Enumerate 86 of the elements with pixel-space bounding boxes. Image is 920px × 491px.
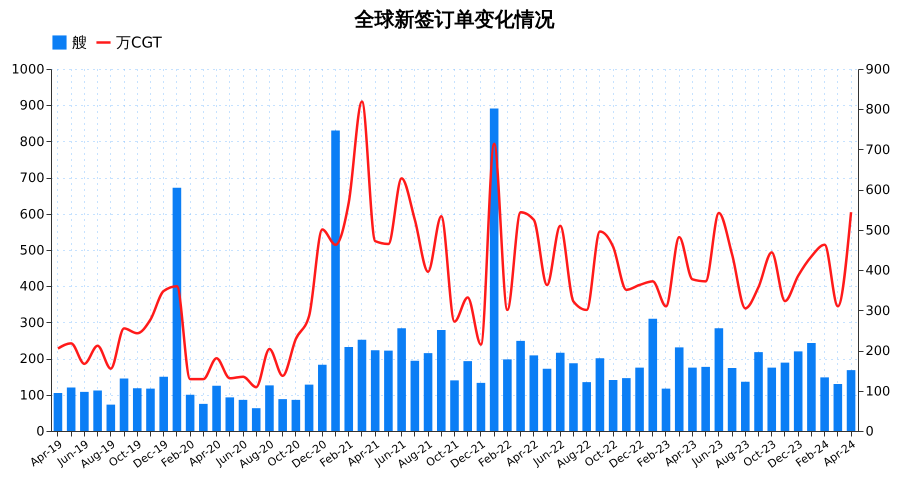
- y-tick-label: 700: [20, 171, 44, 186]
- chart-title: 全球新签订单变化情况: [354, 7, 556, 31]
- y-tick-label: 600: [20, 207, 44, 222]
- bar: [252, 408, 261, 431]
- bar: [556, 352, 565, 431]
- bar: [530, 355, 538, 431]
- bar: [172, 188, 182, 431]
- y-tick-label: 200: [20, 352, 44, 368]
- bar: [820, 377, 829, 431]
- bar: [265, 385, 274, 431]
- bar: [146, 388, 155, 431]
- bar: [516, 340, 525, 431]
- bar: [186, 394, 194, 431]
- y-tick-label: 400: [20, 280, 44, 295]
- y-tick-label: 0: [36, 424, 44, 440]
- y2-tick-label: 100: [866, 384, 890, 400]
- y2-tick-label: 300: [866, 304, 890, 319]
- bar: [54, 392, 62, 431]
- bar: [807, 343, 816, 431]
- bar: [608, 380, 618, 431]
- bar: [318, 364, 327, 431]
- y2-tick-label: 500: [866, 223, 890, 238]
- bar: [476, 382, 486, 431]
- line-series: [56, 100, 852, 388]
- bar: [331, 130, 340, 431]
- bar: [714, 328, 724, 431]
- bar: [701, 366, 710, 431]
- bar: [384, 350, 393, 431]
- y-tick-label: 900: [20, 98, 44, 114]
- bar: [106, 404, 116, 431]
- bar: [450, 380, 459, 431]
- bar: [635, 368, 644, 431]
- bar: [542, 368, 552, 431]
- bar: [212, 386, 221, 431]
- bar: [199, 404, 208, 431]
- bar: [767, 368, 776, 431]
- bar: [728, 368, 736, 431]
- bar: [410, 360, 420, 431]
- bar: [662, 388, 670, 431]
- bar: [754, 352, 763, 431]
- bar: [741, 382, 750, 431]
- y-tick-label: 1000: [11, 62, 44, 78]
- legend-label: 万CGT: [116, 34, 163, 52]
- bar: [424, 353, 432, 431]
- y2-tick-label: 800: [866, 102, 890, 118]
- bar: [120, 378, 128, 431]
- y-tick-label: 100: [20, 388, 44, 404]
- bar: [292, 400, 300, 431]
- bar: [304, 384, 314, 431]
- bar: [688, 368, 697, 431]
- bar: [278, 399, 287, 431]
- y2-tick-label: 700: [866, 142, 890, 158]
- bar: [596, 358, 604, 431]
- bar: [358, 340, 366, 431]
- bar: [436, 330, 446, 431]
- bar: [132, 388, 142, 431]
- bar: [159, 376, 168, 431]
- bar: [846, 370, 856, 431]
- bar: [582, 382, 591, 431]
- bar: [370, 350, 380, 431]
- bar: [490, 108, 498, 431]
- bar: [794, 351, 802, 431]
- bar: [503, 359, 512, 431]
- y2-tick-label: 600: [866, 183, 890, 198]
- bar: [834, 384, 842, 431]
- bar: [780, 362, 790, 431]
- bar: [397, 328, 406, 431]
- bar: [463, 361, 472, 431]
- y2-tick-label: 900: [866, 62, 890, 78]
- y-tick-label: 500: [20, 244, 44, 258]
- y2-tick-label: 0: [866, 424, 874, 440]
- bar: [622, 378, 631, 431]
- bar: [66, 388, 76, 431]
- legend-label: 艘: [72, 34, 87, 52]
- bar: [648, 318, 658, 431]
- bar: [80, 392, 89, 431]
- y2-tick-label: 400: [866, 264, 890, 279]
- bar: [225, 397, 234, 431]
- bar: [238, 400, 248, 431]
- y2-tick-label: 200: [866, 344, 890, 360]
- bar: [93, 390, 102, 431]
- y-tick-label: 300: [20, 316, 44, 331]
- bar: [569, 363, 578, 431]
- y-tick-label: 800: [20, 134, 44, 150]
- bar: [344, 347, 354, 431]
- bar: [674, 347, 684, 431]
